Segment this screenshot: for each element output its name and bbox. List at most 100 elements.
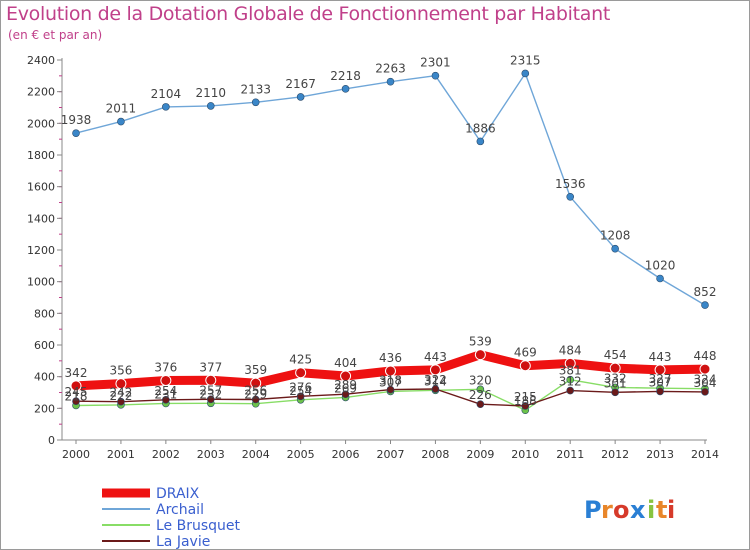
chart-subtitle: (en € et par an): [8, 28, 103, 42]
data-point: [72, 129, 80, 137]
data-point: [609, 362, 621, 374]
data-label: 448: [694, 349, 717, 363]
data-point: [566, 375, 575, 384]
data-label: 332: [604, 371, 627, 385]
data-point: [701, 301, 709, 309]
data-point: [251, 98, 260, 107]
y-tick-label: 600: [34, 339, 55, 352]
data-point: [205, 374, 217, 386]
data-label: 1020: [645, 259, 676, 273]
legend-label: La Javie: [156, 534, 210, 550]
data-label: 443: [649, 350, 672, 364]
x-tick-label: 2009: [466, 448, 494, 461]
data-point: [474, 349, 486, 361]
x-tick-label: 2006: [332, 448, 360, 461]
data-point: [656, 274, 664, 283]
y-tick-label: 2400: [27, 54, 55, 67]
data-label: 256: [244, 383, 267, 397]
legend-label: Archail: [156, 502, 204, 518]
data-point: [160, 374, 172, 386]
x-tick-label: 2011: [556, 448, 584, 461]
data-label: 307: [379, 375, 402, 389]
x-tick-label: 2014: [691, 448, 719, 461]
data-label: 2263: [375, 62, 406, 76]
data-label: 327: [649, 372, 672, 386]
data-point: [654, 364, 666, 376]
data-label: 324: [694, 373, 717, 387]
data-labels: 342 356 376 377 359 425 404 436 443 539 469 484 454 4…: [61, 53, 717, 408]
data-point: [431, 71, 440, 80]
x-tick-label: 2000: [62, 448, 90, 461]
legend-label: Le Brusquet: [156, 518, 241, 534]
data-label: 2011: [106, 102, 137, 116]
data-point: [431, 385, 440, 393]
data-point: [386, 385, 395, 394]
data-point: [566, 193, 575, 201]
y-tick-label: 200: [34, 402, 55, 415]
data-label: 2218: [330, 69, 361, 83]
data-point: [701, 388, 709, 396]
data-point: [656, 387, 664, 396]
data-label: 276: [289, 380, 312, 394]
data-point: [296, 392, 305, 401]
x-tick-label: 2002: [152, 448, 180, 461]
data-point: [476, 400, 485, 409]
x-tick-label: 2013: [646, 448, 674, 461]
data-point: [115, 378, 127, 390]
data-point: [70, 380, 82, 392]
data-point: [251, 395, 260, 404]
data-point: [162, 395, 170, 404]
axes: 0 200 400 600 800 1000 1200 1400 1600 1800 2000 220…: [27, 54, 719, 461]
series-points: [70, 69, 711, 415]
data-label: 342: [65, 366, 88, 380]
data-label: 359: [244, 363, 267, 377]
data-label: 322: [424, 373, 447, 387]
data-label: 242: [109, 386, 132, 400]
logo-letter: i: [647, 496, 655, 524]
y-tick-label: 1400: [27, 212, 55, 225]
data-point: [250, 377, 262, 389]
data-point: [206, 102, 215, 110]
data-label: 1938: [61, 113, 92, 127]
data-label: 356: [109, 364, 132, 378]
data-point: [385, 365, 396, 377]
logo-letter: o: [613, 496, 630, 524]
data-label: 852: [694, 285, 717, 299]
logo-letter: t: [656, 496, 667, 524]
data-label: 232: [199, 387, 222, 401]
data-point: [521, 402, 530, 410]
data-label: 2315: [510, 53, 541, 67]
data-label: 2133: [240, 82, 271, 96]
x-tick-label: 2010: [511, 448, 539, 461]
data-label: 226: [469, 388, 492, 402]
data-label: 314: [424, 374, 447, 388]
data-point: [341, 85, 350, 93]
x-tick-label: 2001: [107, 448, 135, 461]
data-label: 443: [424, 350, 447, 364]
data-label: 454: [604, 348, 627, 362]
logo-letter: r: [601, 496, 613, 524]
data-label: 539: [469, 335, 492, 349]
data-point: [341, 390, 350, 399]
data-label: 218: [65, 389, 88, 403]
data-point: [295, 367, 307, 379]
chart-title: Evolution de la Dotation Globale de Fonc…: [6, 3, 611, 25]
y-tick-label: 2000: [27, 117, 55, 130]
data-point: [206, 395, 215, 404]
data-label: 376: [154, 360, 177, 374]
data-label: 257: [199, 383, 222, 397]
data-point: [611, 244, 619, 253]
data-label: 269: [334, 381, 357, 395]
y-tick-label: 1800: [27, 149, 55, 162]
legend-label: DRAIX: [156, 486, 200, 502]
data-point: [521, 69, 530, 78]
x-tick-label: 2012: [601, 448, 629, 461]
data-label: 469: [514, 346, 537, 360]
data-label: 312: [559, 375, 582, 389]
y-tick-label: 400: [34, 371, 55, 384]
data-label: 2301: [420, 56, 451, 70]
y-tick-label: 1200: [27, 244, 55, 257]
